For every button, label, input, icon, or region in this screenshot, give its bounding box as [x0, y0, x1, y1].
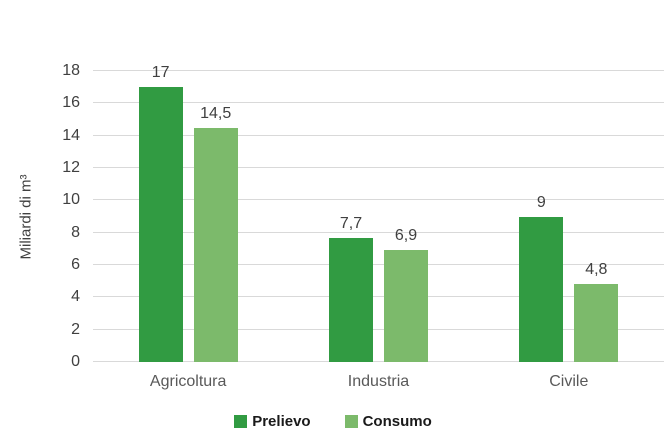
bar-prelievo-civile: 9: [519, 194, 564, 362]
y-tick-label: 18: [62, 62, 80, 79]
y-tick-label: 0: [71, 353, 80, 370]
y-tick-label: 12: [62, 159, 80, 176]
gridline: [93, 134, 664, 136]
bars-layer: 17 14,5 7,7 6,9 9 4,8: [93, 65, 664, 362]
bar-group: 17 14,5: [93, 65, 283, 362]
legend-item-prelievo: Prelievo: [234, 413, 311, 430]
x-category-label: Industria: [347, 373, 410, 390]
legend: Prelievo Consumo: [0, 414, 666, 429]
bar-value-label: 9: [536, 193, 546, 211]
legend-label: Consumo: [362, 413, 432, 430]
bar-value-label: 17: [151, 64, 170, 82]
gridline: [93, 70, 664, 71]
y-tick-label: 2: [71, 320, 80, 338]
bar-value-label: 6,9: [394, 227, 418, 245]
gridline: [93, 361, 664, 362]
gridline: [93, 328, 664, 330]
gridline: [93, 231, 664, 233]
bar-group: 7,7 6,9: [283, 71, 473, 362]
legend-label: Prelievo: [252, 413, 311, 430]
x-category-label: Civile: [549, 373, 589, 390]
gridline: [93, 199, 664, 201]
plot-area: 0 2 4 6 8 10 12 14 16 18 17 14,5 7,7 6,9 9 4,8 Agricol…: [62, 63, 664, 390]
bar-prelievo-agricoltura: 17: [138, 65, 183, 362]
gridline: [93, 102, 664, 104]
bar-value-label: 7,7: [339, 214, 363, 232]
y-tick-label: 14: [62, 126, 80, 144]
bar-consumo-industria: 6,9: [383, 228, 428, 362]
legend-item-consumo: Consumo: [344, 413, 432, 430]
x-category-label: Agricoltura: [149, 373, 227, 390]
bar-consumo-civile: 4,8: [574, 262, 619, 362]
gridline: [93, 264, 664, 265]
legend-swatch-icon: [234, 415, 248, 428]
y-tick-label: 8: [71, 223, 80, 241]
gridline: [93, 167, 664, 168]
bar-value-label: 4,8: [585, 261, 608, 279]
bar-group: 9 4,8: [474, 71, 664, 362]
y-tick-label: 4: [71, 288, 80, 306]
y-axis-title: Miliardi di m³: [17, 174, 35, 260]
bar-consumo-agricoltura: 14,5: [193, 105, 238, 362]
y-tick-label: 6: [71, 256, 80, 273]
bar-value-label: 14,5: [200, 104, 232, 122]
legend-swatch-icon: [344, 415, 358, 428]
x-axis-labels: Agricoltura Industria Civile: [93, 373, 664, 391]
bar-prelievo-industria: 7,7: [328, 215, 373, 362]
y-tick-label: 16: [62, 94, 80, 112]
gridline: [93, 296, 664, 298]
y-tick-label: 10: [62, 191, 80, 209]
